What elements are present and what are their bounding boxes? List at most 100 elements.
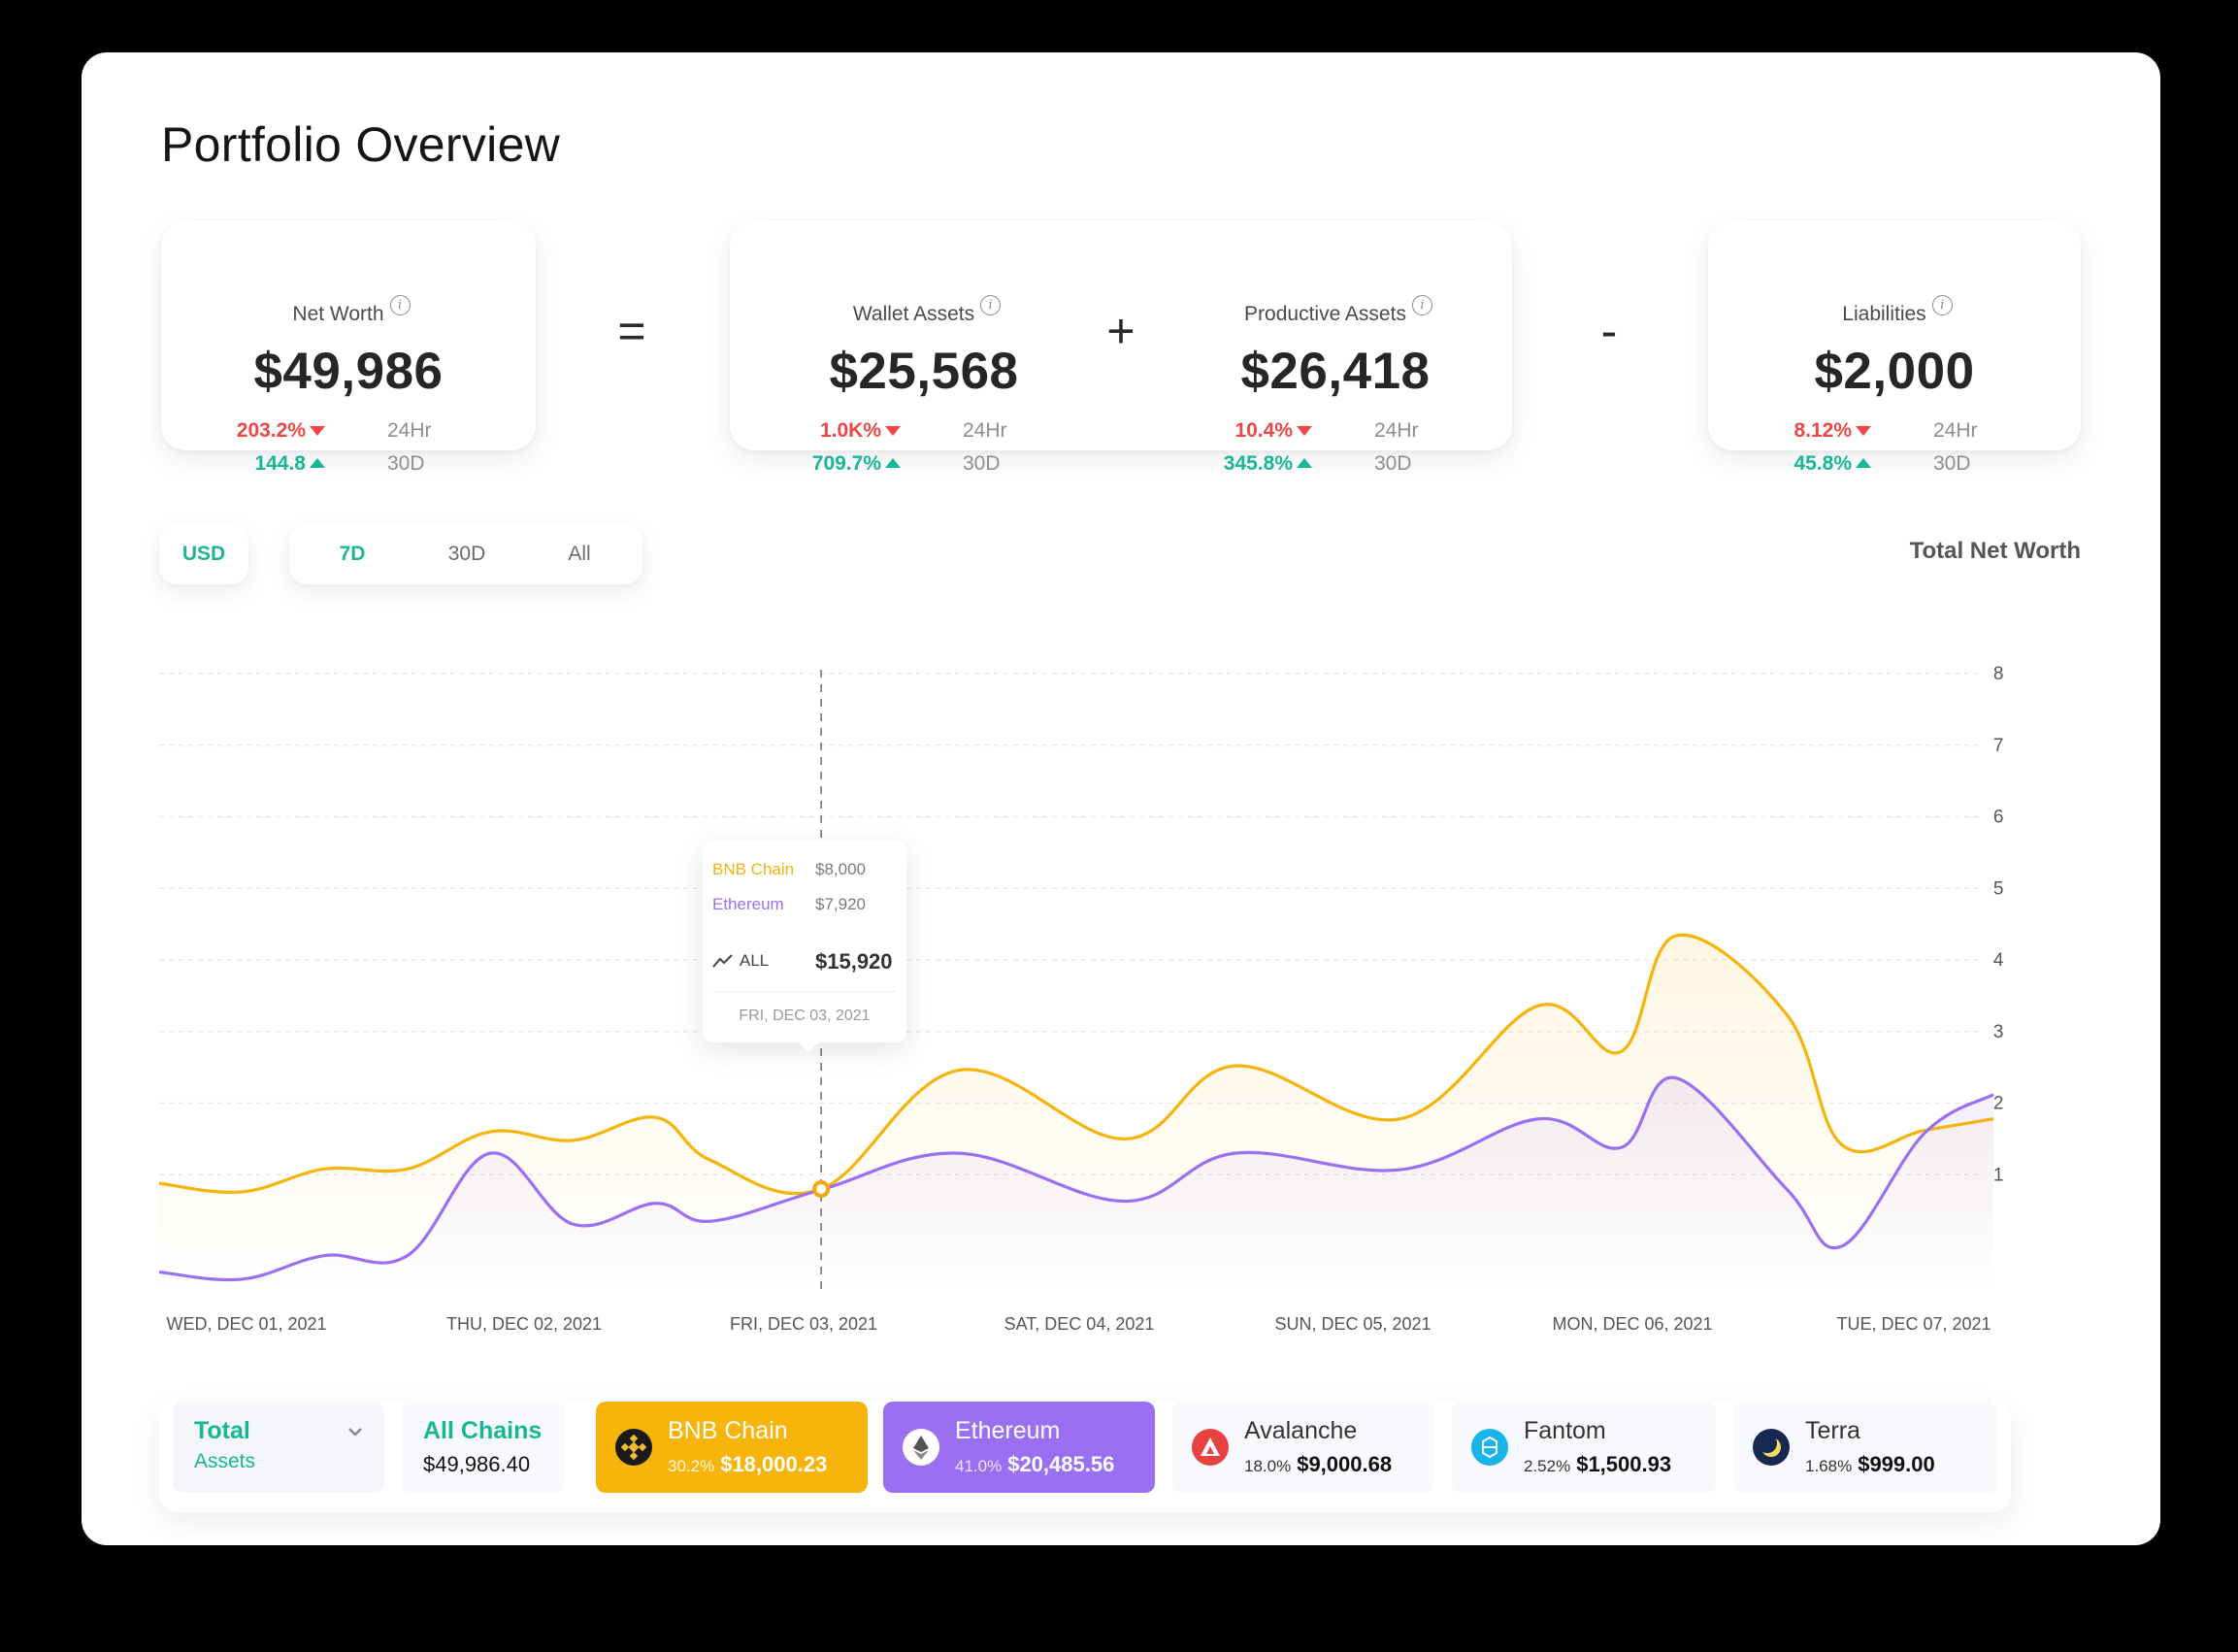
info-icon[interactable]: i [389,295,411,315]
trend-icon [712,954,733,968]
currency-button[interactable]: USD [159,524,248,584]
chain-pct: 2.52% [1524,1457,1571,1475]
series-line-bnb [159,933,1994,1196]
period-label: 24Hr [1933,419,1978,442]
productive-assets-change-30d: 345.8% 30D [1141,452,1530,479]
chain-chip-ethereum[interactable]: Ethereum 41.0% $20,485.56 [883,1402,1155,1493]
up-arrow-icon [885,458,901,468]
down-arrow-icon [885,426,901,436]
time-range-group: 7D 30D All [289,524,642,584]
net-worth-change-24h: 203.2% 24Hr [154,419,543,446]
net-worth-chart[interactable]: 80,000 70,000 60,000 50,000 40,000 30,000 20,0… [159,625,2003,1353]
total-assets-title: Total [194,1417,250,1444]
highlight-point [812,1180,831,1198]
total-assets-sub: Assets [194,1450,256,1472]
liabilities-24h-value: 8.12% [1794,419,1852,442]
chain-amount: $20,485.56 [1007,1452,1115,1476]
up-arrow-icon [1856,458,1871,468]
chain-chip-bnb[interactable]: BNB Chain 30.2% $18,000.23 [596,1402,868,1493]
wallet-assets-metric: Wallet Assets i $25,568 1.0K% 24Hr 709.7%… [730,221,1118,475]
y-tick-label: 60,000 [1993,808,2003,828]
liabilities-metric: Liabilities i $2,000 8.12% 24Hr 45.8% 30D [1700,221,2089,475]
x-tick-label: SUN, DEC 05, 2021 [1274,1314,1431,1334]
down-arrow-icon [1297,426,1312,436]
productive-assets-label: Productive Assets [1244,303,1406,325]
liabilities-label-wrap: Liabilities i [1700,295,2089,327]
chain-amount: $9,000.68 [1297,1452,1393,1476]
minus-operator: - [1600,304,1618,358]
up-arrow-icon [310,458,325,468]
info-icon[interactable]: i [980,295,1002,315]
chain-chip-avalanche[interactable]: Avalanche 18.0% $9,000.68 [1172,1402,1434,1493]
y-tick-label: 70,000 [1993,736,2003,756]
y-tick-label: 50,000 [1993,878,2003,899]
liabilities-label: Liabilities [1842,303,1926,325]
ethereum-icon [903,1429,939,1466]
info-icon[interactable]: i [1931,295,1953,315]
y-tick-label: 80,000 [1993,664,2003,684]
range-all-button[interactable]: All [568,543,591,565]
net-worth-value: $49,986 [253,343,444,400]
chain-chip-terra[interactable]: Terra 1.68% $999.00 [1733,1402,1997,1493]
productive-assets-30d-value: 345.8% [1223,452,1293,475]
terra-icon [1753,1429,1790,1466]
plus-operator: + [1106,304,1135,358]
tooltip-all-label: ALL [740,951,770,970]
range-7d-button[interactable]: 7D [339,543,366,565]
liabilities-card: Liabilities i $2,000 8.12% 24Hr 45.8% 30D [1708,221,2081,475]
info-icon[interactable]: i [1411,295,1432,315]
chain-amount: $999.00 [1858,1452,1935,1476]
net-worth-change-30d: 144.8 30D [154,452,543,479]
liabilities-change-24h: 8.12% 24Hr [1700,419,2089,446]
y-tick-label: 10,000 [1993,1165,2003,1185]
portfolio-panel: Portfolio Overview Net Worth i $49,986 20… [82,52,2160,1545]
series-line-ethereum [159,1075,1994,1282]
productive-assets-value: $26,418 [1240,343,1431,400]
up-arrow-icon [1297,458,1312,468]
productive-assets-change-24h: 10.4% 24Hr [1141,419,1530,446]
page-title: Portfolio Overview [161,117,561,172]
chain-values: 1.68% $999.00 [1805,1452,1935,1477]
period-label: 30D [1933,452,1971,475]
period-label: 30D [963,452,1001,475]
wallet-assets-24h-value: 1.0K% [819,419,881,442]
tooltip-series-name: BNB Chain [712,860,795,878]
wallet-assets-label-wrap: Wallet Assets i [730,295,1118,327]
tooltip-divider [712,991,897,992]
down-arrow-icon [1856,426,1871,436]
period-label: 30D [1374,452,1412,475]
period-label: 24Hr [387,419,432,442]
liabilities-change-30d: 45.8% 30D [1700,452,2089,479]
period-label: 24Hr [963,419,1007,442]
tooltip-series-value: $8,000 [815,860,866,878]
all-chains-chip[interactable]: All Chains $49,986.40 [402,1402,565,1493]
net-worth-label-wrap: Net Worth i [154,295,543,327]
x-tick-label: TUE, DEC 07, 2021 [1836,1314,1991,1334]
chain-pct: 18.0% [1244,1457,1292,1475]
all-chains-title: All Chains [423,1417,543,1444]
range-30d-button[interactable]: 30D [447,543,486,565]
wallet-assets-label: Wallet Assets [852,303,975,325]
productive-assets-24h-value: 10.4% [1234,419,1293,442]
chain-name: Terra [1805,1417,1860,1444]
liabilities-value: $2,000 [1814,343,1975,400]
chain-chip-fantom[interactable]: Fantom 2.52% $1,500.93 [1452,1402,1716,1493]
tooltip-total: $15,920 [815,949,893,974]
series-area-ethereum [159,1077,1993,1291]
assets-bar: Total Assets All Chains $49,986.40 BNB C… [159,1402,2011,1512]
wallet-assets-value: $25,568 [829,343,1019,400]
x-tick-label: THU, DEC 02, 2021 [446,1314,602,1334]
productive-assets-label-wrap: Productive Assets i [1141,295,1530,327]
chain-pct: 1.68% [1805,1457,1853,1475]
wallet-assets-change-30d: 709.7% 30D [730,452,1118,479]
net-worth-24h-value: 203.2% [236,419,306,442]
net-worth-30d-value: 144.8 [254,452,306,475]
total-assets-dropdown[interactable]: Total Assets [173,1402,384,1493]
wallet-assets-30d-value: 709.7% [811,452,881,475]
y-tick-label: 40,000 [1993,950,2003,971]
chain-name: Fantom [1524,1417,1606,1444]
all-chains-amount: $49,986.40 [423,1452,531,1476]
y-tick-label: 20,000 [1993,1094,2003,1114]
chart-title: Total Net Worth [1909,538,2081,564]
chevron-down-icon [348,1428,362,1437]
